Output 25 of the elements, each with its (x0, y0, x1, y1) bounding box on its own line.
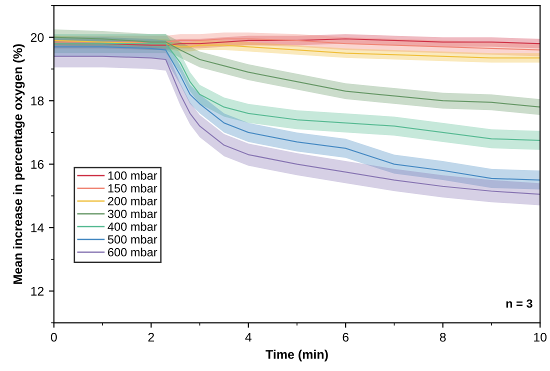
y-axis-title: Mean increase in percentage oxygen (%) (13, 44, 25, 284)
y-tick-label: 12 (31, 286, 44, 296)
line-series (54, 43, 540, 141)
annotation: n = 3 (506, 299, 532, 308)
y-tick-label: 18 (31, 96, 44, 106)
line-series (54, 38, 540, 51)
x-tick-label: 6 (342, 332, 349, 342)
line-series (54, 36, 540, 108)
y-tick-label: 20 (30, 33, 44, 42)
x-tick-label: 4 (245, 332, 252, 342)
x-tick-label: 0 (50, 332, 57, 342)
legend-label: 300 mbar (108, 209, 158, 218)
x-tick-label: 2 (148, 332, 154, 342)
y-tick-label: 16 (31, 160, 44, 169)
legend-label: 600 mbar (108, 248, 158, 256)
y-tick-label: 14 (31, 224, 44, 232)
x-axis-title: Time (min) (266, 350, 328, 362)
x-tick-label: 8 (440, 332, 446, 342)
legend-label: 100 mbar (108, 171, 158, 180)
x-tick-label: 10 (534, 332, 547, 342)
legend-label: 500 mbar (108, 234, 158, 244)
line-series (54, 40, 540, 58)
legend-label: 400 mbar (108, 222, 158, 231)
legend-label: 150 mbar (108, 184, 158, 193)
legend-label: 200 mbar (108, 196, 158, 206)
